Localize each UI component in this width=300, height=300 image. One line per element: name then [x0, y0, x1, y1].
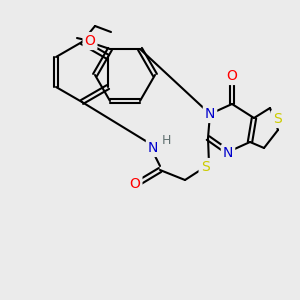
- Text: N: N: [148, 141, 158, 155]
- Text: O: O: [226, 69, 237, 83]
- Text: S: S: [201, 160, 209, 174]
- Text: H: H: [161, 134, 171, 146]
- Text: N: N: [205, 107, 215, 121]
- Text: N: N: [223, 146, 233, 160]
- Text: S: S: [273, 112, 281, 126]
- Text: O: O: [130, 177, 140, 191]
- Text: O: O: [85, 34, 95, 48]
